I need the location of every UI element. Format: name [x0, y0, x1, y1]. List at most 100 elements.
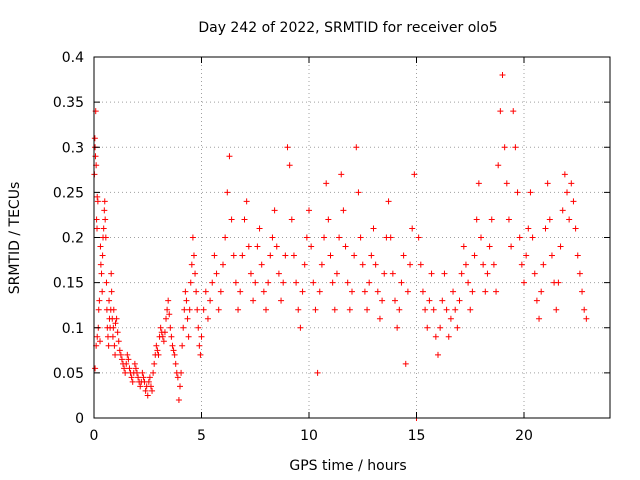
- data-point: [443, 306, 450, 313]
- data-point: [510, 108, 517, 115]
- data-point: [168, 333, 175, 340]
- data-point: [217, 288, 224, 295]
- data-point: [121, 365, 128, 372]
- data-point: [228, 216, 235, 223]
- x-tick-label: 15: [408, 428, 426, 444]
- data-point: [243, 198, 250, 205]
- data-point: [140, 374, 147, 381]
- data-point: [209, 279, 216, 286]
- data-point: [147, 383, 154, 390]
- data-point: [409, 225, 416, 232]
- data-point: [180, 324, 187, 331]
- data-point: [521, 279, 527, 286]
- y-tick-label: 0: [75, 411, 84, 427]
- data-point: [95, 306, 102, 313]
- y-tick-label: 0.2: [62, 231, 84, 247]
- data-point: [473, 216, 480, 223]
- data-point: [583, 315, 590, 322]
- data-point: [316, 288, 323, 295]
- data-point: [398, 279, 405, 286]
- data-point: [503, 180, 510, 187]
- x-tick-label: 10: [300, 428, 318, 444]
- data-point: [124, 351, 131, 358]
- data-point: [297, 324, 304, 331]
- data-point: [97, 243, 104, 250]
- data-point: [282, 252, 289, 259]
- data-point: [525, 225, 532, 232]
- data-point: [269, 234, 276, 241]
- data-point: [555, 279, 562, 286]
- data-point: [239, 252, 246, 259]
- data-point: [568, 180, 575, 187]
- data-point: [245, 243, 252, 250]
- data-point: [579, 288, 586, 295]
- data-point: [241, 216, 248, 223]
- data-point: [155, 351, 162, 358]
- data-point: [323, 180, 330, 187]
- data-point: [271, 207, 278, 214]
- data-point: [92, 153, 99, 160]
- data-point: [112, 320, 119, 327]
- data-point: [110, 306, 117, 313]
- data-point: [160, 338, 167, 345]
- data-point: [404, 288, 411, 295]
- data-point: [190, 252, 197, 259]
- data-point: [110, 324, 117, 331]
- data-point: [462, 261, 469, 268]
- y-tick-label: 0.15: [53, 276, 84, 292]
- data-point: [467, 306, 474, 313]
- data-point: [215, 306, 222, 313]
- data-point: [364, 306, 371, 313]
- y-tick-label: 0.1: [62, 321, 84, 337]
- data-point: [456, 297, 463, 304]
- data-point: [512, 144, 519, 151]
- data-point: [222, 234, 229, 241]
- data-point: [318, 261, 325, 268]
- data-point: [338, 171, 345, 178]
- data-point: [132, 365, 139, 372]
- data-point: [574, 252, 581, 259]
- data-point: [572, 225, 579, 232]
- data-point: [93, 216, 100, 223]
- data-point: [458, 270, 465, 277]
- y-axis-label: SRMTID / TECUs: [7, 182, 23, 295]
- data-point: [435, 351, 441, 358]
- data-point: [428, 270, 435, 277]
- data-point: [237, 288, 244, 295]
- data-point: [91, 135, 98, 142]
- data-point: [361, 288, 368, 295]
- data-point: [122, 369, 129, 376]
- data-point: [424, 324, 431, 331]
- data-point: [576, 270, 583, 277]
- data-point: [546, 216, 553, 223]
- data-point: [112, 351, 119, 358]
- data-point: [344, 279, 351, 286]
- data-point: [439, 297, 446, 304]
- data-point: [187, 279, 194, 286]
- data-point: [94, 333, 101, 340]
- data-point: [355, 189, 362, 196]
- data-point: [499, 72, 506, 79]
- data-point: [381, 270, 388, 277]
- data-point: [179, 342, 186, 349]
- data-point: [196, 342, 203, 349]
- data-point: [508, 243, 515, 250]
- data-point: [247, 270, 254, 277]
- data-point: [321, 234, 328, 241]
- data-point: [288, 216, 295, 223]
- data-point: [177, 383, 183, 390]
- data-point: [284, 144, 291, 151]
- data-point: [146, 374, 153, 381]
- data-point: [97, 338, 104, 345]
- data-point: [134, 369, 140, 376]
- data-point: [376, 315, 383, 322]
- data-point: [125, 356, 132, 363]
- data-point: [99, 252, 106, 259]
- data-point: [400, 252, 407, 259]
- data-point: [561, 171, 568, 178]
- y-tick-label: 0.35: [53, 95, 84, 111]
- data-point: [108, 270, 115, 277]
- data-point: [368, 252, 375, 259]
- data-point: [402, 360, 409, 367]
- data-point: [101, 198, 108, 205]
